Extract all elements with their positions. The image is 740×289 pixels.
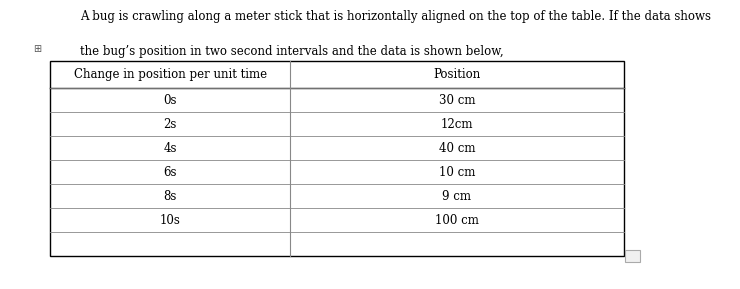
Text: 10 cm: 10 cm — [439, 166, 475, 179]
Text: 9 cm: 9 cm — [443, 190, 471, 203]
Text: 0s: 0s — [164, 94, 177, 107]
Text: Change in position per unit time: Change in position per unit time — [74, 68, 266, 81]
Text: A bug is crawling along a meter stick that is horizontally aligned on the top of: A bug is crawling along a meter stick th… — [81, 10, 711, 23]
Text: 2s: 2s — [164, 118, 177, 131]
Text: 6s: 6s — [164, 166, 177, 179]
Text: ⊞: ⊞ — [33, 44, 41, 54]
Text: 12cm: 12cm — [441, 118, 473, 131]
Text: 10s: 10s — [160, 214, 181, 227]
Text: Position: Position — [434, 68, 480, 81]
Text: the bug’s position in two second intervals and the data is shown below,: the bug’s position in two second interva… — [80, 45, 503, 58]
Text: 8s: 8s — [164, 190, 177, 203]
Text: 40 cm: 40 cm — [439, 142, 475, 155]
Text: 30 cm: 30 cm — [439, 94, 475, 107]
Text: 100 cm: 100 cm — [435, 214, 479, 227]
Text: 4s: 4s — [164, 142, 177, 155]
